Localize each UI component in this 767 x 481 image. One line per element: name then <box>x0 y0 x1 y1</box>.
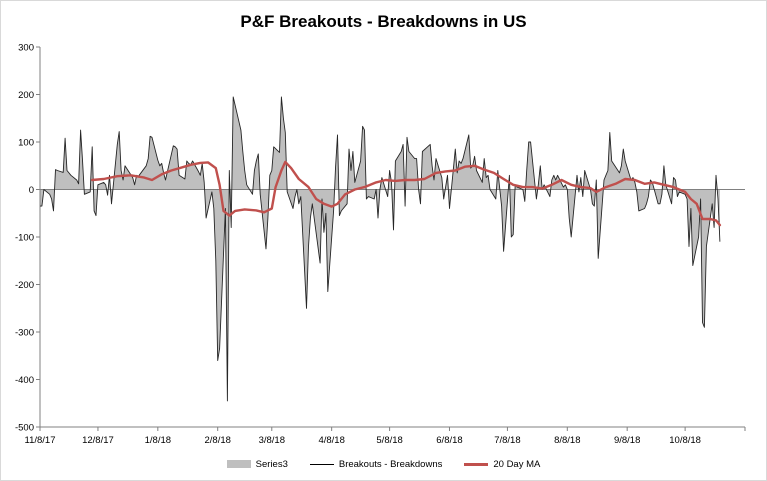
legend-swatch-ma <box>464 462 489 466</box>
moving-average-layer <box>90 160 722 227</box>
y-tick-label: -200 <box>15 280 34 291</box>
y-tick-label: -500 <box>15 423 34 434</box>
y-tick-label: -400 <box>15 375 34 386</box>
y-tick-label: -300 <box>15 328 34 339</box>
legend-label-series3: Series3 <box>255 458 288 470</box>
y-tick-label: 200 <box>18 90 34 101</box>
series3-area-layer <box>40 96 720 401</box>
x-tick-labels: 11/8/17 12/8/17 1/8/18 2/8/18 3/8/18 4/8/18 5/… <box>25 427 746 446</box>
x-tick-label: 7/8/18 <box>494 435 520 446</box>
x-tick-label: 2/8/18 <box>204 435 230 446</box>
legend-label-breakouts: Breakouts - Breakdowns <box>338 458 443 470</box>
axes-layer <box>39 47 745 428</box>
legend-item-breakouts: Breakouts - Breakdowns <box>309 458 443 470</box>
chart-title: P&F Breakouts - Breakdowns in US <box>240 12 527 31</box>
x-tick-label: 11/8/17 <box>25 435 56 446</box>
x-tick-label: 4/8/18 <box>318 435 344 446</box>
legend-item-ma: 20 Day MA <box>464 459 540 470</box>
x-tick-label: 8/8/18 <box>554 435 580 446</box>
legend-label-ma: 20 Day MA <box>493 458 541 470</box>
y-tick-label: 300 <box>18 43 34 54</box>
legend-swatch-line <box>309 463 334 465</box>
x-tick-label: 6/8/18 <box>436 435 462 446</box>
legend-item-series3: Series3 <box>226 458 288 470</box>
y-tick-label: 0 <box>29 185 34 196</box>
chart-legend: Series3 Breakouts - Breakdowns 20 Day MA <box>0 456 767 472</box>
series3-area <box>40 96 720 401</box>
x-tick-label: 9/8/18 <box>614 435 640 446</box>
x-tick-label: 1/8/18 <box>145 435 171 446</box>
y-tick-label: 100 <box>18 138 34 149</box>
x-tick-label: 5/8/18 <box>376 435 402 446</box>
x-tick-label: 12/8/17 <box>82 435 114 446</box>
x-tick-label: 10/8/18 <box>669 435 701 446</box>
legend-swatch-area <box>226 460 251 468</box>
breakouts-line-layer <box>40 96 721 402</box>
y-tick-label: -100 <box>15 233 34 244</box>
x-tick-label: 3/8/18 <box>259 435 285 446</box>
moving-average-line <box>90 160 722 227</box>
y-tick-labels: 300 200 100 0 -100 -200 -300 -400 -500 <box>15 43 40 434</box>
breakouts-breakdowns-line <box>40 96 721 402</box>
